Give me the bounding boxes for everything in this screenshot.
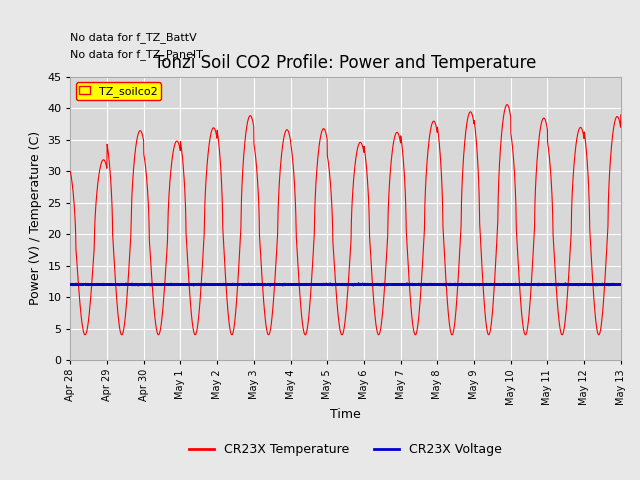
X-axis label: Time: Time [330,408,361,420]
Legend: CR23X Temperature, CR23X Voltage: CR23X Temperature, CR23X Voltage [184,438,507,461]
Title: Tonzi Soil CO2 Profile: Power and Temperature: Tonzi Soil CO2 Profile: Power and Temper… [154,54,537,72]
Text: No data for f_TZ_PanelT: No data for f_TZ_PanelT [70,49,204,60]
Text: No data for f_TZ_BattV: No data for f_TZ_BattV [70,32,197,43]
Y-axis label: Power (V) / Temperature (C): Power (V) / Temperature (C) [29,132,42,305]
